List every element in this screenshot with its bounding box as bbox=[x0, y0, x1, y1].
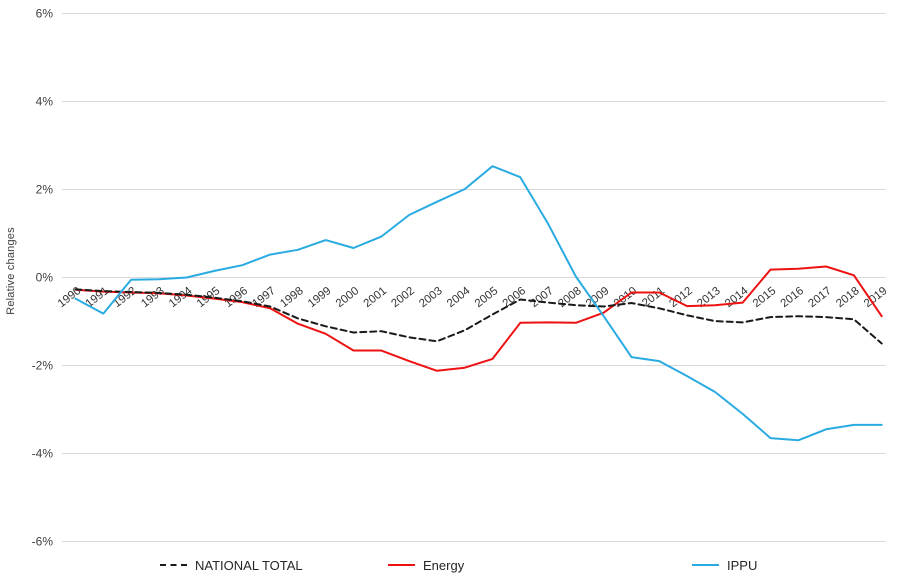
x-tick-label: 2005 bbox=[473, 285, 501, 310]
x-tick-label: 2000 bbox=[334, 285, 362, 310]
x-tick-label: 2006 bbox=[501, 285, 529, 310]
x-tick-label: 1993 bbox=[139, 285, 167, 310]
legend-label-ippu: IPPU bbox=[727, 557, 758, 573]
x-tick-label: 2007 bbox=[528, 285, 556, 310]
x-tick-label: 2016 bbox=[779, 285, 807, 310]
series-line-national-total bbox=[74, 288, 883, 345]
y-tick-label: 6% bbox=[36, 7, 54, 21]
x-tick-label: 1994 bbox=[167, 285, 195, 311]
x-tick-label: 2018 bbox=[834, 285, 862, 310]
y-tick-label: 0% bbox=[36, 271, 54, 285]
x-tick-label: 2017 bbox=[806, 285, 834, 310]
x-tick-label: 1998 bbox=[278, 285, 306, 310]
legend-item-ippu: IPPU bbox=[692, 556, 757, 574]
series-line-ippu bbox=[74, 165, 883, 442]
legend-item-energy: Energy bbox=[388, 556, 464, 574]
x-tick-label: 2003 bbox=[417, 285, 445, 310]
y-tick-label: 4% bbox=[36, 95, 54, 109]
legend-label-energy: Energy bbox=[423, 557, 465, 573]
y-tick-label: 2% bbox=[36, 183, 54, 197]
x-tick-label: 1996 bbox=[223, 285, 251, 310]
y-tick-label: -2% bbox=[32, 359, 54, 373]
x-tick-label: 2002 bbox=[389, 285, 417, 310]
national-total-line-swatch-icon bbox=[160, 564, 187, 566]
x-tick-label: 2001 bbox=[362, 285, 390, 310]
y-tick-label: -6% bbox=[32, 535, 54, 549]
legend-item-national-total: NATIONAL TOTAL bbox=[160, 556, 303, 574]
ippu-line-swatch-icon bbox=[692, 564, 719, 566]
x-tick-label: 1999 bbox=[306, 285, 334, 310]
legend-label-national-total: NATIONAL TOTAL bbox=[195, 557, 303, 573]
energy-line-swatch-icon bbox=[388, 564, 415, 566]
y-tick-label: -4% bbox=[32, 447, 54, 461]
x-tick-label: 2004 bbox=[445, 285, 473, 311]
x-tick-label: 1991 bbox=[84, 285, 112, 310]
